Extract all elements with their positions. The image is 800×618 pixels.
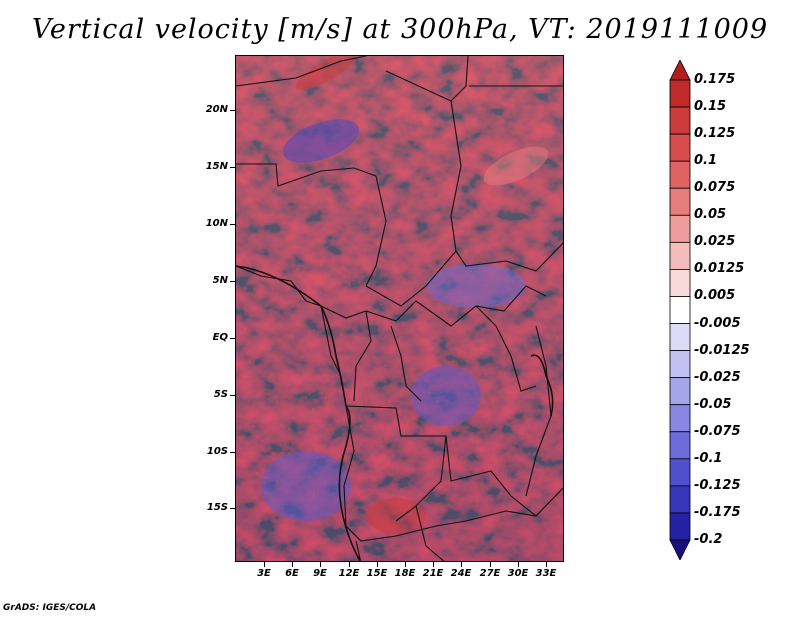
colorbar-cell <box>669 404 691 433</box>
lon-label-3e: 3E <box>257 568 271 579</box>
lat-tick <box>230 452 235 453</box>
lat-label-eq: EQ <box>212 332 228 343</box>
lat-label-15n: 15N <box>205 161 228 172</box>
colorbar-tick-label: 0.175 <box>694 72 736 87</box>
colorbar-tick-label: -0.025 <box>694 369 741 385</box>
colorbar-tick-label: 0.1 <box>694 153 718 169</box>
colorbar-cap-top <box>669 60 691 81</box>
lat-tick <box>230 338 235 339</box>
colorbar-cell <box>669 106 691 135</box>
lat-tick <box>230 395 235 396</box>
lat-label-10n: 10N <box>205 218 228 229</box>
lon-tick <box>490 562 491 567</box>
lon-label-15e: 15E <box>366 568 388 579</box>
credit-label: GrADS: IGES/COLA <box>3 603 97 613</box>
colorbar-tick-label: 0.075 <box>694 180 736 196</box>
lon-label-24e: 24E <box>450 568 472 579</box>
lat-label-5s: 5S <box>213 389 228 400</box>
lon-tick <box>349 562 350 567</box>
colorbar-tick-label: -0.175 <box>694 504 741 520</box>
colorbar-cell <box>669 160 691 189</box>
lon-tick <box>518 562 519 567</box>
lat-label-10s: 10S <box>206 446 228 457</box>
colorbar-tick-label: 0.125 <box>694 126 736 142</box>
lat-label-15s: 15S <box>206 502 228 513</box>
colorbar-tick-label: -0.1 <box>694 450 723 466</box>
lon-tick <box>461 562 462 567</box>
lat-tick <box>230 167 235 168</box>
colorbar-tick-label: 0.05 <box>694 207 727 223</box>
lat-tick <box>230 110 235 111</box>
lon-label-6e: 6E <box>285 568 299 579</box>
lat-label-5n: 5N <box>212 275 228 286</box>
lon-tick <box>433 562 434 567</box>
colorbar-cap-bottom <box>669 539 691 560</box>
coastline <box>236 265 554 561</box>
colorbar <box>669 60 691 560</box>
lon-label-12e: 12E <box>338 568 360 579</box>
colorbar-cell <box>669 485 691 514</box>
lon-label-9e: 9E <box>313 568 327 579</box>
colorbar-cell <box>669 296 691 324</box>
colorbar-cell <box>669 214 691 243</box>
colorbar-cell <box>669 350 691 379</box>
colorbar-cell <box>669 79 691 108</box>
lon-label-18e: 18E <box>394 568 416 579</box>
colorbar-tick-label: 0.15 <box>694 99 727 115</box>
colorbar-tick-label: -0.0125 <box>694 342 750 358</box>
lon-tick <box>292 562 293 567</box>
lon-tick <box>320 562 321 567</box>
colorbar-cell <box>669 241 691 270</box>
colorbar-tick-label: 0.0125 <box>694 261 745 277</box>
colorbar-tick-label: 0.005 <box>694 288 736 304</box>
velocity-field-map <box>236 56 563 561</box>
lat-tick <box>230 508 235 509</box>
colorbar-tick-label: 0.025 <box>694 234 736 250</box>
colorbar-cell <box>669 458 691 487</box>
colorbar-tick-label: -0.005 <box>694 315 741 331</box>
lon-label-21e: 21E <box>422 568 444 579</box>
colorbar-tick-label: -0.05 <box>694 396 732 412</box>
lon-tick <box>264 562 265 567</box>
lon-label-30e: 30E <box>507 568 529 579</box>
plot-title: Vertical velocity [m/s] at 300hPa, VT: 2… <box>31 14 769 45</box>
lon-tick <box>377 562 378 567</box>
colorbar-cell <box>669 323 691 351</box>
map-panel <box>235 55 564 562</box>
lon-tick <box>405 562 406 567</box>
lat-label-20n: 20N <box>205 104 228 115</box>
lat-tick <box>230 281 235 282</box>
colorbar-cell <box>669 431 691 460</box>
colorbar-cell <box>669 377 691 406</box>
country-borders <box>236 56 563 561</box>
colorbar-tick-label: -0.075 <box>694 423 741 439</box>
lon-tick <box>546 562 547 567</box>
colorbar-tick-label: -0.125 <box>694 477 741 493</box>
lon-label-33e: 33E <box>535 568 557 579</box>
colorbar-tick-label: -0.2 <box>694 532 723 547</box>
colorbar-cell <box>669 269 691 297</box>
colorbar-cell <box>669 187 691 216</box>
lat-tick <box>230 224 235 225</box>
colorbar-cell <box>669 512 691 541</box>
lon-label-27e: 27E <box>479 568 501 579</box>
colorbar-cell <box>669 133 691 162</box>
